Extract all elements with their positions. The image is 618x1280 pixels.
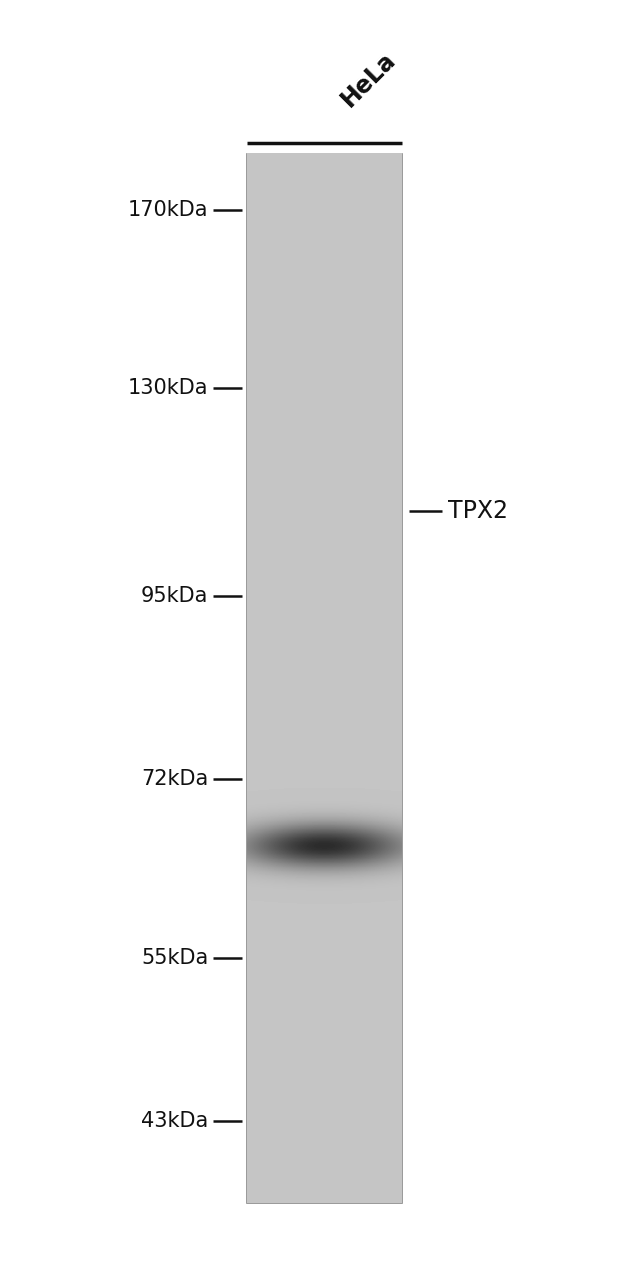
Text: HeLa: HeLa bbox=[337, 47, 401, 111]
Text: TPX2: TPX2 bbox=[448, 498, 508, 522]
Text: 43kDa: 43kDa bbox=[141, 1111, 208, 1132]
Text: 170kDa: 170kDa bbox=[128, 200, 208, 220]
Text: 55kDa: 55kDa bbox=[141, 948, 208, 968]
Text: 72kDa: 72kDa bbox=[141, 769, 208, 790]
Text: 130kDa: 130kDa bbox=[128, 378, 208, 398]
Bar bbox=[247, 154, 402, 1203]
Text: 95kDa: 95kDa bbox=[141, 585, 208, 605]
